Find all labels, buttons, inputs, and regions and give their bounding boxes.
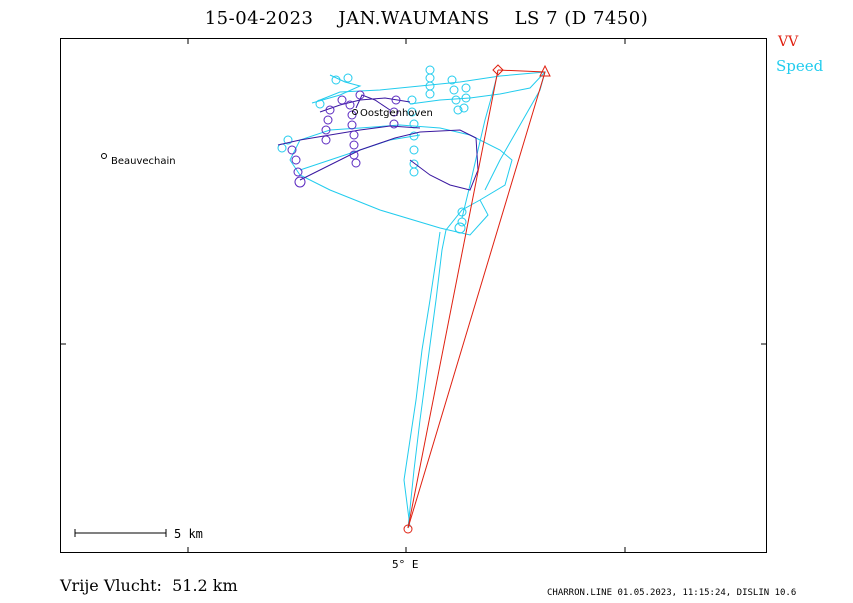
turnpoint-diamond (492, 64, 504, 76)
place-markers: Beauvechain Oostgenhoven (101, 108, 433, 167)
start-marker (403, 524, 413, 534)
track-speed (289, 71, 547, 529)
legend-speed: Speed (776, 57, 824, 75)
x-axis-label: 5° E (392, 558, 419, 571)
footer-info: CHARRON.LINE 01.05.2023, 11:15:24, DISLI… (547, 588, 797, 598)
scale-bar (74, 529, 167, 537)
place-oostgenhoven: Oostgenhoven (360, 108, 433, 119)
cruise-circles (287, 90, 401, 188)
axis-ticks (60, 38, 767, 553)
flight-date: 15-04-2023 (204, 8, 314, 29)
place-beauvechain: Beauvechain (111, 156, 176, 167)
distance-value: 51.2 km (172, 576, 238, 595)
glider-type: LS 7 (D 7450) (514, 8, 649, 29)
distance-label: Vrije Vlucht: (60, 576, 162, 595)
beauvechain-marker (101, 153, 107, 159)
turnpoint-triangle (539, 64, 551, 77)
oostgenhoven-marker (352, 109, 358, 115)
pilot-name: JAN.WAUMANS (338, 8, 490, 29)
task-lines (403, 64, 551, 534)
map-frame (60, 38, 767, 553)
scale-bar-label: 5 km (174, 527, 203, 541)
legend-vv: VV (778, 34, 799, 50)
free-flight-distance: Vrije Vlucht: 51.2 km (60, 576, 238, 595)
thermal-circles (277, 65, 471, 234)
page-title: 15-04-2023 JAN.WAUMANS LS 7 (D 7450) (0, 8, 853, 29)
